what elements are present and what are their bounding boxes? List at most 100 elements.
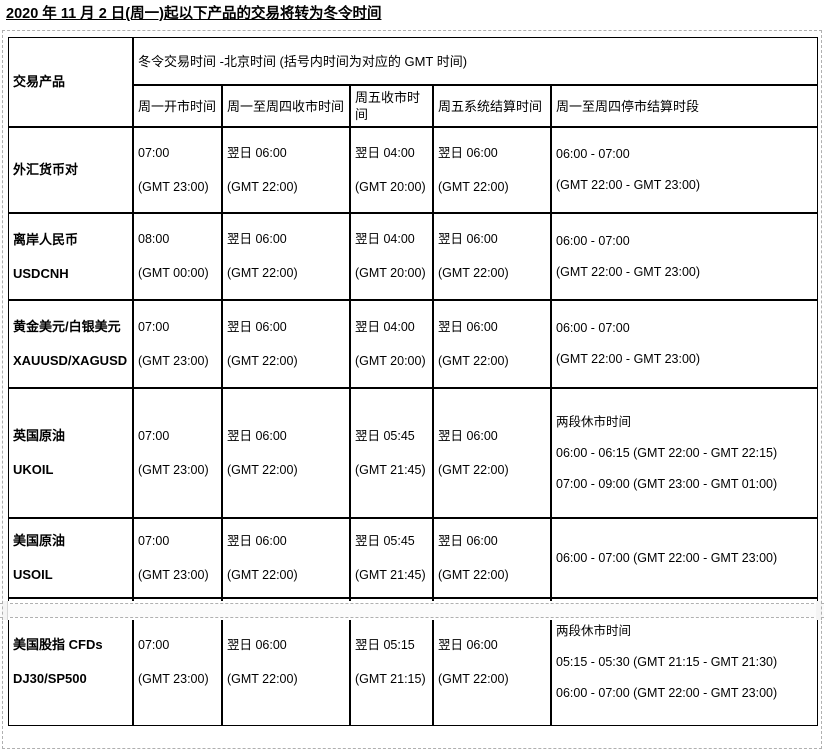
- spacer: [355, 336, 428, 353]
- mon-thu-close-gmt: (GMT 22:00): [227, 179, 298, 194]
- fri-settle-time: 翌日 06:00: [438, 232, 498, 246]
- spacer: [355, 445, 428, 462]
- product-symbol: DJ30/SP500: [13, 671, 87, 686]
- fri-settle-time: 翌日 06:00: [438, 319, 498, 334]
- table-header-row-sub: 周一开市时间 周一至周四收市时间 周五收市时间 周五系统结算时间 周一至周四停市…: [8, 85, 819, 127]
- spacer: [556, 337, 813, 351]
- break-line-2: (GMT 22:00 - GMT 23:00): [556, 264, 701, 279]
- mon-thu-close-time: 翌日 06:00: [227, 232, 287, 246]
- header-cell-fri-settle: 周五系统结算时间: [433, 85, 551, 127]
- spacer: [138, 654, 217, 671]
- mon-thu-close-gmt: (GMT 22:00): [227, 567, 298, 582]
- fri-close-time: 翌日 05:15: [355, 637, 415, 652]
- spacer: [227, 248, 345, 265]
- fri-close-gmt: (GMT 21:45): [355, 567, 426, 582]
- spacer: [438, 162, 546, 179]
- mon-open-time: 07:00: [138, 145, 170, 160]
- cell-mon-open: 07:00 (GMT 23:00): [133, 127, 222, 213]
- header-cell-product: 交易产品: [8, 37, 133, 127]
- mon-thu-close-gmt: (GMT 22:00): [227, 266, 298, 280]
- mon-open-time: 07:00: [138, 319, 170, 334]
- header-fri-settle-label: 周五系统结算时间: [438, 98, 543, 114]
- product-name: 外汇货币对: [13, 162, 79, 177]
- page-break-dash-bottom: [0, 617, 824, 618]
- spacer: [438, 336, 546, 353]
- fri-close-time: 翌日 05:45: [355, 428, 415, 443]
- cell-mon-open: 07:00 (GMT 23:00): [133, 518, 222, 598]
- header-mon-thu-close-label: 周一至周四收市时间: [227, 98, 345, 114]
- product-symbol: USDCNH: [13, 265, 69, 281]
- break-line-1: 06:00 - 07:00: [556, 233, 630, 248]
- spacer: [227, 445, 345, 462]
- mon-thu-close-gmt: (GMT 22:00): [227, 353, 298, 368]
- spacer: [556, 163, 813, 177]
- spacer: [227, 336, 345, 353]
- mon-open-time: 07:00: [138, 637, 170, 652]
- header-cell-mon-open: 周一开市时间: [133, 85, 222, 127]
- spacer: [355, 248, 428, 265]
- mon-thu-close-gmt: (GMT 22:00): [227, 462, 298, 477]
- spacer: [556, 250, 813, 264]
- cell-fri-close: 翌日 04:00 (GMT 20:00): [350, 213, 433, 300]
- header-cell-mon-thu-close: 周一至周四收市时间: [222, 85, 350, 127]
- break-line-1: 05:15 - 05:30 (GMT 21:15 - GMT 21:30): [556, 654, 778, 669]
- fri-settle-time: 翌日 06:00: [438, 145, 498, 160]
- fri-close-time: 翌日 05:45: [355, 533, 415, 548]
- product-name: 美国股指 CFDs: [13, 637, 103, 652]
- header-cell-group-title: 冬令交易时间 -北京时间 (括号内时间为对应的 GMT 时间): [133, 37, 819, 85]
- cell-product: 英国原油 UKOIL: [8, 388, 133, 518]
- table-row: 外汇货币对 07:00 (GMT 23:00) 翌日 06:00 (GMT 22…: [8, 127, 819, 213]
- table-row: 美国原油 USOIL 07:00 (GMT 23:00) 翌日 06:00 (G…: [8, 518, 819, 598]
- fri-close-gmt: (GMT 21:45): [355, 462, 426, 477]
- spacer: [438, 550, 546, 567]
- cell-mon-thu-close: 翌日 06:00 (GMT 22:00): [222, 300, 350, 388]
- mon-open-gmt: (GMT 23:00): [138, 671, 209, 686]
- spacer: [138, 550, 217, 567]
- break-line-2: (GMT 22:00 - GMT 23:00): [556, 352, 701, 366]
- product-symbol: USOIL: [13, 567, 53, 582]
- page-break-separator: [0, 601, 824, 620]
- cell-fri-settle: 翌日 06:00 (GMT 22:00): [433, 213, 551, 300]
- table-row: 黄金美元/白银美元 XAUUSD/XAGUSD 07:00 (GMT 23:00…: [8, 300, 819, 388]
- spacer: [355, 550, 428, 567]
- break-line-1: 06:00 - 07:00: [556, 147, 630, 161]
- page-break-left-edge: [2, 601, 8, 620]
- break-line-2: (GMT 22:00 - GMT 23:00): [556, 178, 701, 192]
- cell-mon-thu-close: 翌日 06:00 (GMT 22:00): [222, 518, 350, 598]
- spacer: [138, 445, 217, 462]
- fri-settle-gmt: (GMT 22:00): [438, 671, 509, 686]
- cell-fri-settle: 翌日 06:00 (GMT 22:00): [433, 518, 551, 598]
- cell-fri-settle: 翌日 06:00 (GMT 22:00): [433, 388, 551, 518]
- break-note: 两段休市时间: [556, 414, 632, 429]
- page-break-band: [0, 604, 824, 617]
- header-cell-fri-close: 周五收市时间: [350, 85, 433, 127]
- cell-product: 黄金美元/白银美元 XAUUSD/XAGUSD: [8, 300, 133, 388]
- fri-settle-gmt: (GMT 22:00): [438, 462, 509, 477]
- spacer: [138, 336, 217, 353]
- cell-fri-close: 翌日 04:00 (GMT 20:00): [350, 127, 433, 213]
- fri-settle-gmt: (GMT 22:00): [438, 353, 509, 368]
- fri-close-gmt: (GMT 20:00): [355, 179, 426, 194]
- fri-settle-time: 翌日 06:00: [438, 428, 498, 443]
- break-line-2: 07:00 - 09:00 (GMT 23:00 - GMT 01:00): [556, 476, 778, 491]
- product-name: 离岸人民币: [13, 231, 79, 247]
- fri-settle-time: 翌日 06:00: [438, 637, 498, 652]
- break-note: 两段休市时间: [556, 623, 632, 638]
- fri-settle-gmt: (GMT 22:00): [438, 266, 509, 280]
- cell-mon-thu-close: 翌日 06:00 (GMT 22:00): [222, 213, 350, 300]
- mon-thu-close-time: 翌日 06:00: [227, 637, 287, 652]
- spacer: [355, 162, 428, 179]
- mon-thu-close-time: 翌日 06:00: [227, 533, 287, 548]
- spacer: [556, 462, 813, 476]
- mon-open-gmt: (GMT 23:00): [138, 353, 209, 368]
- break-line-1: 06:00 - 07:00: [556, 321, 630, 335]
- product-symbol: XAUUSD/XAGUSD: [13, 353, 128, 368]
- cell-fri-close: 翌日 05:45 (GMT 21:45): [350, 518, 433, 598]
- mon-thu-close-time: 翌日 06:00: [227, 428, 287, 443]
- mon-open-time: 07:00: [138, 533, 170, 548]
- table-row: 英国原油 UKOIL 07:00 (GMT 23:00) 翌日 06:00 (G…: [8, 388, 819, 518]
- mon-open-gmt: (GMT 23:00): [138, 179, 209, 194]
- spacer: [227, 550, 345, 567]
- trading-hours-table-container: 交易产品 冬令交易时间 -北京时间 (括号内时间为对应的 GMT 时间) 周一开…: [8, 37, 819, 726]
- mon-thu-close-gmt: (GMT 22:00): [227, 671, 298, 686]
